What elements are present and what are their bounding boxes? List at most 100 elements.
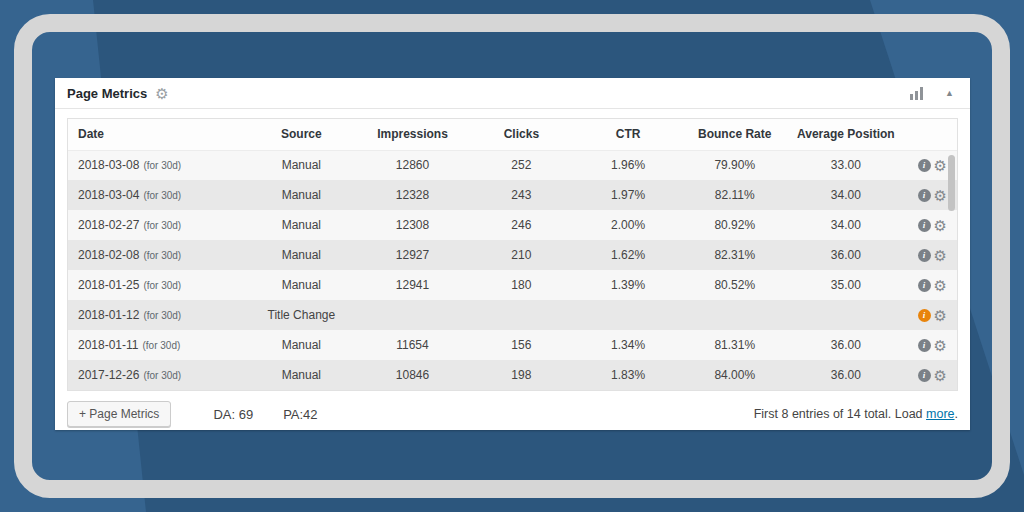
- col-header-clicks: Clicks: [468, 119, 575, 150]
- ctr-cell: 1.83%: [575, 360, 682, 390]
- gear-icon[interactable]: ⚙: [934, 157, 947, 174]
- settings-gear-icon[interactable]: ⚙: [155, 86, 168, 101]
- info-alert-icon[interactable]: i: [918, 309, 931, 322]
- gear-icon[interactable]: ⚙: [934, 277, 947, 294]
- date-note: (for 30d): [143, 340, 181, 351]
- actions-cell: i⚙: [904, 300, 957, 330]
- date-cell: 2018-03-08 (for 30d): [68, 150, 246, 180]
- table-row: 2018-01-25(for 30d) Manual 12941 180 1.3…: [68, 270, 957, 300]
- date-value: 2018-03-08: [78, 158, 139, 172]
- avg-position-cell: 33.00: [788, 150, 904, 180]
- date-note: (for 30d): [143, 370, 181, 381]
- col-header-date: Date: [68, 119, 246, 150]
- table-row: 2018-01-11(for 30d) Manual 11654 156 1.3…: [68, 330, 957, 360]
- source-cell: Manual: [246, 180, 357, 210]
- bounce-rate-cell: 80.52%: [681, 270, 788, 300]
- date-cell: 2017-12-26(for 30d): [68, 360, 246, 390]
- info-icon[interactable]: i: [918, 369, 931, 382]
- avg-position-cell: 36.00: [788, 240, 904, 270]
- ctr-cell: 2.00%: [575, 210, 682, 240]
- avg-position-cell: 35.00: [788, 270, 904, 300]
- table-row-title-change: 2018-01-12(for 30d) Title Change i⚙: [68, 300, 957, 330]
- info-icon[interactable]: i: [918, 249, 931, 262]
- bounce-rate-cell: 82.11%: [681, 180, 788, 210]
- page-metrics-panel: Page Metrics ⚙ ▲ Date Source Impressions…: [55, 78, 970, 430]
- gear-icon[interactable]: ⚙: [934, 217, 947, 234]
- clicks-cell: 210: [468, 240, 575, 270]
- clicks-cell: 252: [468, 150, 575, 180]
- actions-cell: i⚙: [904, 270, 957, 300]
- date-value: 2018-02-08: [78, 248, 139, 262]
- source-cell: Title Change: [246, 300, 357, 330]
- date-value: 2018-03-04: [78, 188, 139, 202]
- pagination-text: First 8 entries of 14 total. Load more.: [754, 407, 958, 421]
- col-header-impressions: Impressions: [357, 119, 468, 150]
- pagination-prefix: First 8 entries of 14 total. Load: [754, 407, 926, 421]
- ctr-cell: 1.62%: [575, 240, 682, 270]
- impressions-cell: 12927: [357, 240, 468, 270]
- info-icon[interactable]: i: [918, 279, 931, 292]
- add-page-metrics-button[interactable]: + Page Metrics: [67, 401, 171, 427]
- date-value: 2018-01-11: [78, 338, 139, 352]
- col-header-bounce-rate: Bounce Rate: [681, 119, 788, 150]
- gear-icon[interactable]: ⚙: [934, 367, 947, 384]
- avg-position-cell: [788, 300, 904, 330]
- info-icon[interactable]: i: [918, 219, 931, 232]
- col-header-average-position: Average Position: [788, 119, 904, 150]
- scrollbar-thumb[interactable]: [948, 155, 955, 211]
- avg-position-cell: 34.00: [788, 180, 904, 210]
- date-cell: 2018-03-04(for 30d): [68, 180, 246, 210]
- date-note: (for 30d): [143, 250, 181, 261]
- load-more-link[interactable]: more: [926, 407, 954, 421]
- date-value: 2018-01-25: [78, 278, 139, 292]
- ctr-cell: 1.97%: [575, 180, 682, 210]
- gear-icon[interactable]: ⚙: [934, 247, 947, 264]
- actions-cell: i⚙: [904, 330, 957, 360]
- date-note: (for 30d): [143, 160, 181, 171]
- metrics-table-container: Date Source Impressions Clicks CTR Bounc…: [67, 118, 958, 391]
- table-row: 2018-02-27(for 30d) Manual 12308 246 2.0…: [68, 210, 957, 240]
- panel-header: Page Metrics ⚙ ▲: [55, 78, 970, 109]
- col-header-source: Source: [246, 119, 357, 150]
- source-cell: Manual: [246, 240, 357, 270]
- date-cell: 2018-01-11 (for 30d): [68, 330, 246, 360]
- impressions-cell: 12308: [357, 210, 468, 240]
- clicks-cell: 198: [468, 360, 575, 390]
- bar-chart-icon[interactable]: [910, 87, 923, 100]
- table-row: 2017-12-26(for 30d) Manual 10846 198 1.8…: [68, 360, 957, 390]
- info-icon[interactable]: i: [918, 339, 931, 352]
- collapse-toggle-icon[interactable]: ▲: [941, 86, 958, 100]
- date-cell: 2018-01-25(for 30d): [68, 270, 246, 300]
- clicks-cell: 246: [468, 210, 575, 240]
- clicks-cell: 180: [468, 270, 575, 300]
- bounce-rate-cell: 82.31%: [681, 240, 788, 270]
- bounce-rate-cell: 80.92%: [681, 210, 788, 240]
- impressions-cell: 12860: [357, 150, 468, 180]
- gear-icon[interactable]: ⚙: [934, 337, 947, 354]
- date-cell: 2018-01-12(for 30d): [68, 300, 246, 330]
- panel-title: Page Metrics: [67, 86, 147, 101]
- avg-position-cell: 36.00: [788, 360, 904, 390]
- table-row: 2018-03-04(for 30d) Manual 12328 243 1.9…: [68, 180, 957, 210]
- date-cell: 2018-02-27(for 30d): [68, 210, 246, 240]
- table-row: 2018-03-08(for 30d) Manual 12860 252 1.9…: [68, 150, 957, 180]
- info-icon[interactable]: i: [918, 189, 931, 202]
- panel-body: Date Source Impressions Clicks CTR Bounc…: [55, 109, 970, 391]
- pa-score: PA:42: [283, 407, 317, 422]
- pagination-suffix: .: [955, 407, 958, 421]
- date-cell: 2018-02-08 (for 30d): [68, 240, 246, 270]
- info-icon[interactable]: i: [918, 159, 931, 172]
- bounce-rate-cell: 79.90%: [681, 150, 788, 180]
- clicks-cell: [468, 300, 575, 330]
- actions-cell: i⚙: [904, 360, 957, 390]
- source-cell: Manual: [246, 360, 357, 390]
- table-header-row: Date Source Impressions Clicks CTR Bounc…: [68, 119, 957, 150]
- gear-icon[interactable]: ⚙: [934, 187, 947, 204]
- actions-cell: i⚙: [904, 240, 957, 270]
- clicks-cell: 243: [468, 180, 575, 210]
- date-value: 2018-02-27: [78, 218, 139, 232]
- impressions-cell: [357, 300, 468, 330]
- date-note: (for 30d): [143, 310, 181, 321]
- bounce-rate-cell: 84.00%: [681, 360, 788, 390]
- gear-icon[interactable]: ⚙: [934, 307, 947, 324]
